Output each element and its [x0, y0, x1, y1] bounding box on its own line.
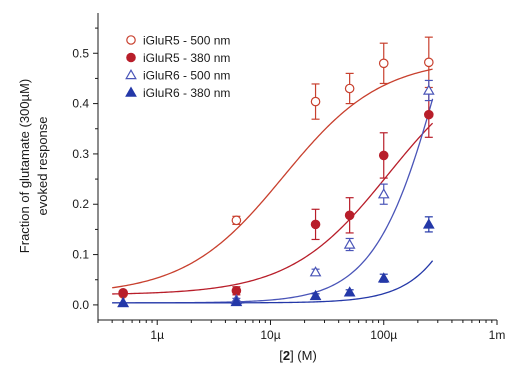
legend-marker	[126, 35, 136, 45]
legend-label: iGluR5 - 380 nm	[143, 51, 230, 65]
x-tick-label: 1m	[489, 328, 506, 342]
y-tick-label: 0.0	[72, 298, 89, 312]
data-point	[343, 238, 356, 249]
data-markers	[117, 57, 435, 308]
y-tick-label: 0.1	[72, 248, 89, 262]
x-axis-title-suffix: ] (M)	[290, 348, 317, 363]
fit-curve-line	[112, 68, 433, 289]
data-point	[344, 83, 355, 94]
x-axis-ticks: 1µ 10µ 100µ 1m	[97, 320, 506, 342]
y-tick-label: 0.2	[72, 197, 89, 211]
y-tick-label: 0.5	[72, 46, 89, 60]
data-point	[424, 109, 434, 120]
fit-curve-line	[112, 260, 434, 304]
legend-marker	[125, 86, 137, 97]
data-point	[422, 84, 435, 95]
data-point	[310, 96, 321, 107]
data-point	[343, 286, 356, 297]
x-axis-title-prefix: [	[279, 348, 283, 363]
data-point	[378, 150, 389, 161]
x-tick-label: 10µ	[260, 328, 280, 342]
y-tick-label: 0.3	[72, 147, 89, 161]
fit-curve-line	[112, 98, 434, 304]
fit-curves	[112, 68, 434, 304]
data-point	[231, 286, 242, 296]
data-point	[378, 58, 389, 69]
data-point	[309, 266, 322, 277]
x-axis-title: [2] (M)	[279, 348, 317, 363]
data-point	[377, 272, 390, 283]
data-point	[309, 289, 322, 301]
plot-frame	[97, 13, 497, 321]
x-axis-title-compound: 2	[283, 348, 290, 363]
data-point	[117, 296, 129, 308]
data-point	[377, 188, 390, 199]
legend: iGluR5 - 500 nm iGluR5 - 380 nm iGluR6 - 5…	[125, 34, 230, 100]
legend-label: iGluR6 - 380 nm	[143, 86, 230, 100]
fit-curve-line	[112, 122, 434, 295]
data-point	[422, 218, 435, 229]
data-point	[310, 219, 321, 230]
x-tick-label: 1µ	[150, 328, 164, 342]
y-axis-title-line-1: Fraction of glutamate (300µM)	[17, 79, 32, 253]
y-tick-label: 0.4	[72, 97, 89, 111]
y-axis-title: Fraction of glutamate (300µM) evoked res…	[17, 79, 50, 253]
data-point	[231, 215, 242, 226]
data-point	[230, 295, 243, 307]
legend-marker	[125, 68, 137, 80]
x-tick-label: 100µ	[370, 328, 397, 342]
legend-marker	[126, 52, 136, 63]
y-axis-title-line-2: evoked response	[35, 116, 50, 215]
data-point	[424, 57, 434, 68]
data-point	[118, 288, 128, 298]
data-point	[344, 210, 355, 221]
legend-label: iGluR6 - 500 nm	[143, 69, 230, 83]
legend-label: iGluR5 - 500 nm	[143, 34, 230, 48]
y-axis-ticks: 0.0 0.1 0.2 0.3 0.4 0.5	[72, 27, 98, 312]
